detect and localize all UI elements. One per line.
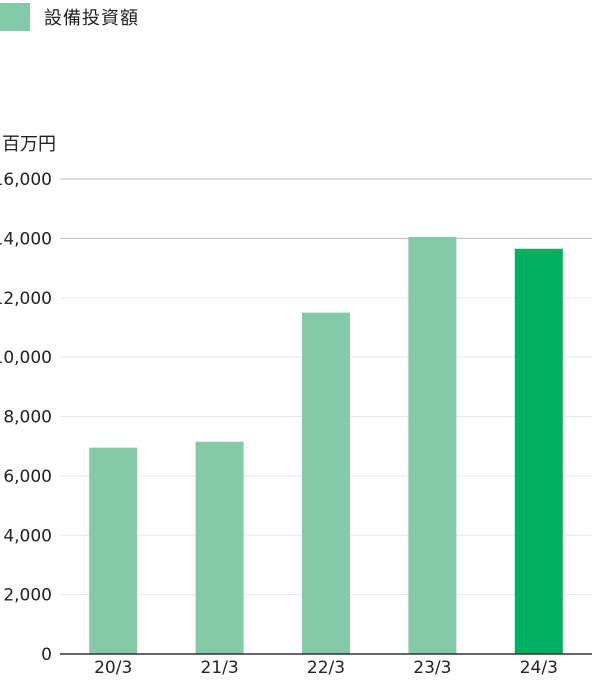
y-axis-unit-label: 百万円	[2, 134, 56, 155]
y-tick-label: 4,000	[3, 526, 52, 546]
y-tick-label: 10,000	[0, 348, 52, 368]
y-tick-label: 0	[41, 645, 52, 665]
x-tick-label: 20/3	[94, 658, 132, 678]
bars	[89, 236, 563, 654]
x-tick-label: 24/3	[520, 658, 558, 678]
y-axis-ticks: 0 2,000 4,000 6,000 8,000 10,000 12,000 14,000 1…	[0, 170, 52, 665]
x-tick-label: 22/3	[307, 658, 345, 678]
y-tick-label: 12,000	[0, 289, 52, 309]
legend-swatch	[0, 3, 30, 31]
legend-label: 設備投資額	[44, 8, 139, 29]
x-tick-label: 23/3	[413, 658, 451, 678]
x-tick-label: 21/3	[201, 658, 239, 678]
y-tick-label: 16,000	[0, 170, 52, 190]
y-tick-label: 8,000	[3, 408, 52, 428]
bar	[195, 441, 244, 654]
bar	[302, 312, 350, 654]
y-tick-label: 2,000	[3, 586, 52, 606]
bar	[89, 447, 138, 654]
x-axis: 20/3 21/3 22/3 23/3 24/3	[60, 653, 592, 678]
y-tick-label: 6,000	[3, 467, 52, 487]
y-tick-label: 14,000	[0, 229, 52, 249]
bar	[514, 248, 563, 654]
bar	[408, 236, 457, 654]
legend: 設備投資額	[0, 2, 139, 32]
